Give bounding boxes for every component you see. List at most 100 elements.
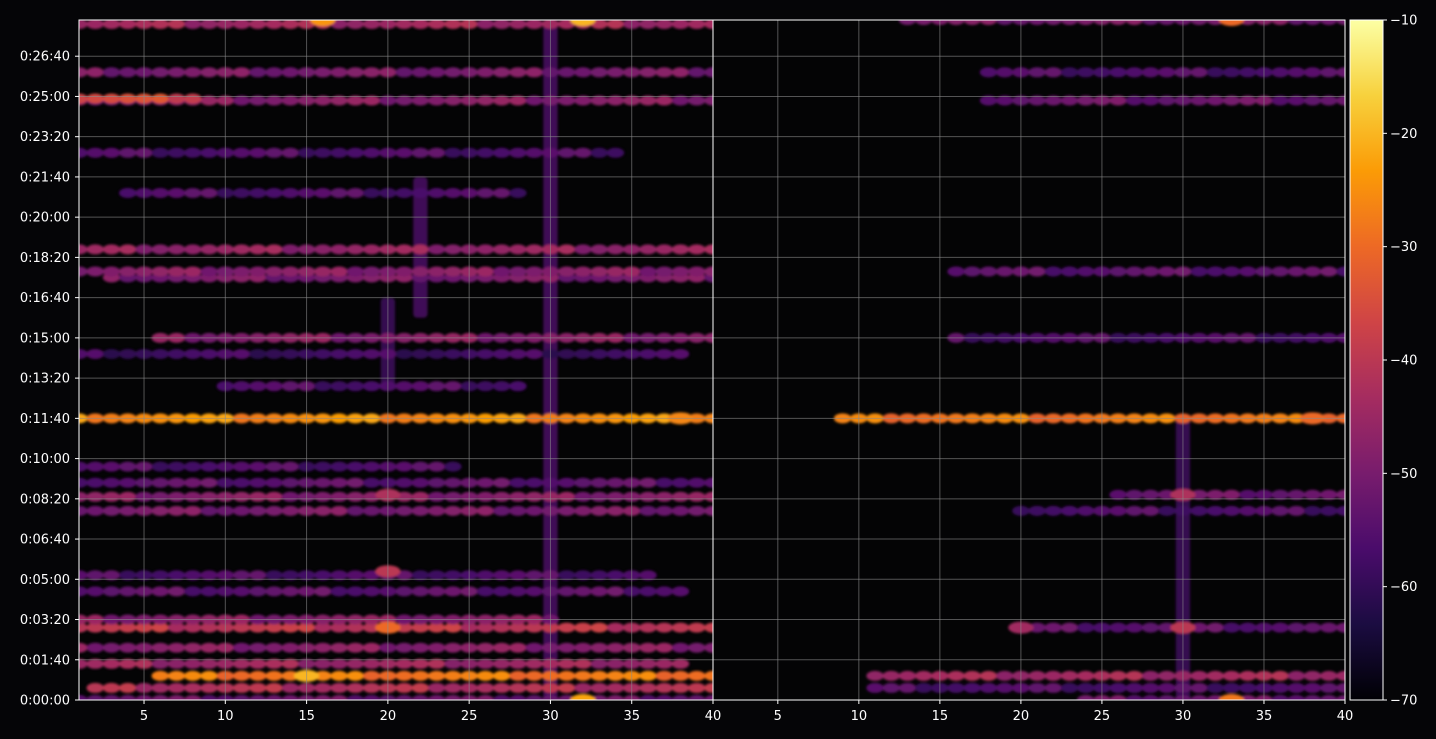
right-cell	[1060, 67, 1079, 78]
colorbar-tick-label: −10	[1390, 14, 1417, 29]
left-cell	[557, 95, 576, 106]
left-cell	[167, 244, 186, 255]
left-cell	[167, 695, 186, 700]
left-cell	[574, 570, 592, 581]
left-cell	[688, 266, 706, 277]
left-cell	[151, 670, 169, 681]
left-cell	[492, 491, 511, 502]
left-cell	[395, 658, 413, 669]
left-cell	[655, 682, 673, 693]
right-x-tick-label: 30	[1175, 709, 1192, 724]
right-cell	[1287, 695, 1306, 700]
left-cell	[427, 348, 446, 359]
right-cell	[979, 670, 998, 681]
left-cell	[86, 622, 104, 633]
left-cell	[427, 695, 446, 700]
left-cell	[249, 381, 267, 392]
left-cell	[557, 570, 576, 581]
left-cell	[427, 477, 446, 488]
left-cell	[704, 244, 713, 255]
left-x-tick-label: 5	[140, 709, 148, 724]
right-cell	[1141, 266, 1160, 277]
left-cell	[184, 477, 202, 488]
left-cell	[444, 67, 462, 78]
left-cell	[346, 658, 365, 669]
left-cell	[411, 642, 430, 653]
left-cell	[119, 642, 137, 653]
left-cell	[167, 477, 186, 488]
right-cell	[1109, 505, 1127, 516]
right-gridlines	[713, 20, 1345, 700]
left-cell	[427, 244, 446, 255]
right-cell	[1158, 67, 1176, 78]
left-cell	[509, 381, 527, 392]
right-cell	[1287, 622, 1306, 633]
left-cell	[590, 67, 608, 78]
right-cell	[1190, 20, 1208, 25]
left-cell	[86, 570, 104, 581]
left-cell	[411, 695, 430, 700]
right-cell	[996, 266, 1014, 277]
right-cell	[1141, 670, 1160, 681]
left-cell	[688, 244, 706, 255]
right-cell	[1158, 95, 1176, 106]
right-band-2	[866, 670, 1345, 681]
left-cell	[314, 188, 332, 199]
left-cell	[281, 658, 300, 669]
left-cell	[200, 20, 218, 30]
colorbar: −10 −20 −30 −40 −50 −60 −70	[1349, 14, 1417, 709]
left-cell	[184, 266, 202, 277]
left-cell	[249, 461, 267, 472]
left-cell	[314, 570, 332, 581]
left-cell	[314, 682, 332, 693]
right-cell	[1303, 670, 1322, 681]
left-cell	[411, 95, 430, 106]
left-cell	[346, 147, 365, 158]
y-tick-label: 0:08:20	[20, 492, 70, 507]
left-cell	[655, 695, 673, 700]
right-cell	[1239, 67, 1257, 78]
left-cell	[492, 570, 511, 581]
right-cell	[1158, 266, 1176, 277]
left-band-12	[79, 461, 462, 472]
left-cell	[639, 586, 657, 597]
right-band-9	[979, 95, 1345, 106]
right-cell	[1109, 95, 1127, 106]
left-cell	[265, 95, 283, 106]
left-cell	[509, 670, 527, 681]
right-cell	[1190, 489, 1208, 500]
left-cell	[671, 348, 690, 359]
left-cell	[411, 20, 430, 30]
left-cell	[444, 586, 462, 597]
left-cell	[557, 622, 576, 633]
left-cell	[590, 477, 608, 488]
left-cell	[314, 147, 332, 158]
left-cell	[427, 586, 446, 597]
right-x-axis: 5 10 15 20 25 30 35 40	[774, 700, 1353, 724]
y-tick-label: 0:25:00	[20, 90, 70, 105]
right-cell	[1077, 95, 1095, 106]
left-cell	[265, 642, 283, 653]
left-cell	[427, 505, 446, 516]
left-band-7	[79, 586, 690, 597]
right-hotspot-0	[1218, 694, 1245, 700]
left-cell	[557, 477, 576, 488]
left-band-20	[119, 188, 527, 199]
left-cell	[411, 570, 430, 581]
left-cell	[671, 266, 690, 277]
left-cell	[557, 147, 576, 158]
colorbar-ticks: −10 −20 −30 −40 −50 −60 −70	[1383, 14, 1417, 709]
left-cell	[346, 682, 365, 693]
left-cell	[314, 381, 332, 392]
left-cell	[671, 244, 690, 255]
left-cell	[232, 348, 251, 359]
left-cell	[232, 658, 251, 669]
right-cell	[1320, 622, 1338, 633]
left-cell	[119, 570, 137, 581]
left-cell	[362, 348, 381, 359]
left-cell	[330, 461, 348, 472]
right-hotspot-5	[1218, 20, 1245, 26]
left-cell	[476, 477, 495, 488]
left-cell	[476, 188, 495, 199]
left-band-18	[79, 266, 713, 277]
